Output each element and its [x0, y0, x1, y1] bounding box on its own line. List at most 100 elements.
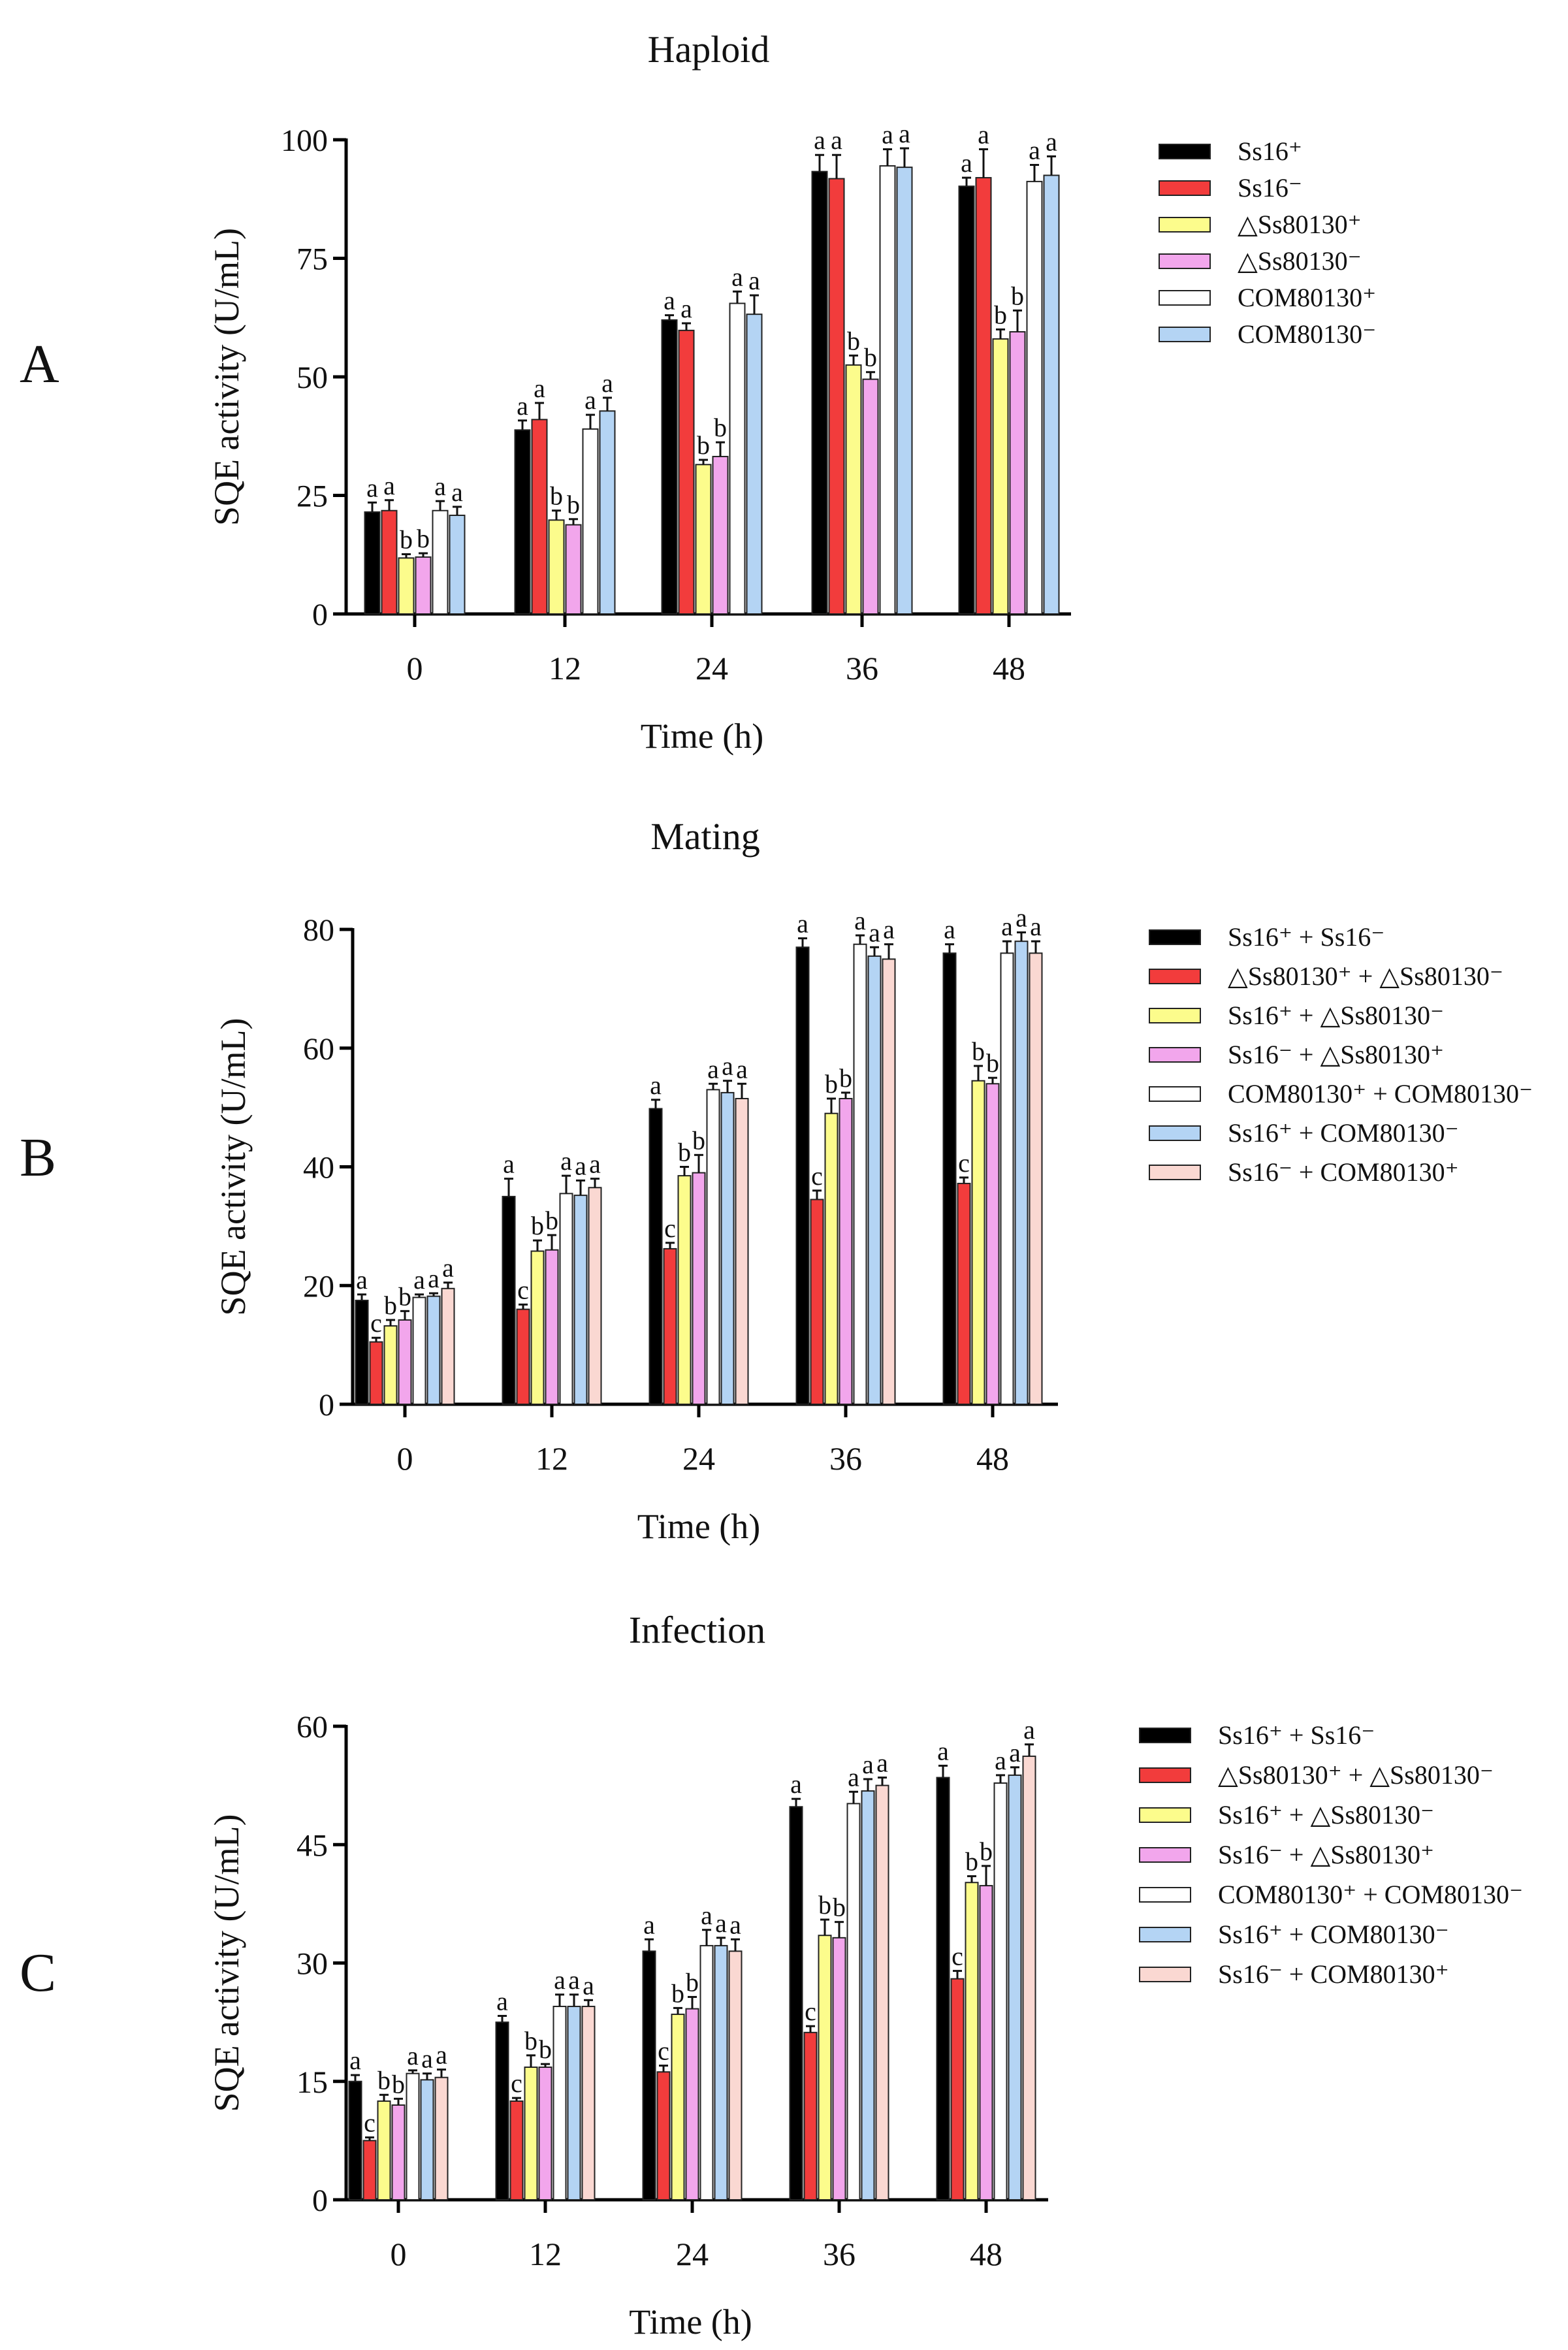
bar [942, 952, 957, 1405]
bar [531, 419, 548, 615]
significance-letter: b [692, 1125, 705, 1155]
x-tick-label: 0 [397, 1440, 413, 1477]
significance-letter: a [862, 1750, 874, 1779]
significance-letter: b [986, 1048, 999, 1078]
significance-letter: a [1030, 912, 1042, 941]
bar [398, 557, 415, 615]
significance-letter: b [994, 300, 1007, 329]
bar [449, 514, 466, 615]
significance-letter: a [854, 906, 866, 935]
significance-letter: b [818, 1890, 831, 1920]
bar [434, 2076, 449, 2200]
bar [588, 1187, 602, 1406]
significance-letter: b [567, 490, 580, 519]
significance-letter: a [560, 1146, 572, 1176]
significance-letter: b [825, 1069, 838, 1099]
bar [348, 2080, 362, 2200]
significance-letter: a [503, 1150, 515, 1179]
significance-letter: a [701, 1901, 712, 1930]
significance-letter: b [377, 2065, 391, 2095]
bar [1014, 941, 1029, 1406]
significance-letter: a [366, 473, 378, 502]
bar [875, 1784, 889, 2200]
significance-letter: b [714, 413, 727, 442]
bar [699, 1944, 714, 2201]
y-tick-label: 80 [303, 913, 334, 948]
x-axis-title: Time (h) [637, 1507, 761, 1546]
significance-letter: a [436, 2040, 447, 2070]
y-tick-label: 40 [303, 1151, 334, 1185]
legend-label: Ss16⁻ + △Ss80130⁺ [1218, 1840, 1434, 1869]
bar [803, 2031, 818, 2200]
significance-letter: a [729, 1910, 741, 1939]
significance-letter: a [383, 471, 395, 500]
significance-letter: a [1029, 135, 1040, 165]
y-tick-label: 0 [312, 598, 328, 632]
significance-letter: b [980, 1837, 993, 1866]
bar [936, 1777, 950, 2201]
bar [971, 1080, 985, 1405]
significance-letter: c [811, 1161, 823, 1191]
significance-letter: b [678, 1138, 691, 1167]
panel-letter: C [20, 1942, 56, 2003]
significance-letter: a [790, 1769, 802, 1799]
bar [695, 464, 712, 615]
bar [545, 1249, 559, 1405]
legend-label: △Ss80130⁺ [1238, 210, 1362, 239]
bar [735, 1097, 749, 1406]
significance-letter: a [451, 477, 463, 507]
significance-letter: a [601, 368, 613, 398]
legend-swatch [1139, 1807, 1191, 1823]
legend-swatch [1159, 253, 1211, 269]
legend-label: Ss16⁻ + COM80130⁺ [1228, 1157, 1459, 1187]
bar [377, 2100, 391, 2200]
significance-letter: b [545, 1206, 558, 1235]
x-tick-label: 24 [682, 1440, 715, 1477]
legend-swatch [1159, 180, 1211, 196]
significance-letter: a [731, 262, 743, 291]
bar [846, 1803, 861, 2201]
bar [524, 2067, 538, 2200]
legend-swatch [1149, 1125, 1201, 1141]
bar [839, 1097, 853, 1406]
legend-swatch [1139, 1847, 1191, 1863]
bar [426, 1295, 441, 1406]
y-tick-label: 60 [296, 1710, 328, 1745]
significance-letter: a [899, 119, 910, 148]
legend-label: COM80130⁺ + COM80130⁻ [1218, 1880, 1523, 1909]
significance-letter: a [428, 1264, 440, 1293]
legend-swatch [1139, 1767, 1191, 1783]
y-tick-label: 20 [303, 1269, 334, 1304]
bar [818, 1935, 832, 2200]
bar [867, 955, 882, 1406]
significance-letter: a [882, 120, 893, 150]
significance-letter: b [864, 343, 877, 372]
significance-letter: c [952, 1942, 963, 1971]
x-tick-label: 36 [829, 1440, 862, 1477]
legend-swatch [1149, 1008, 1201, 1023]
y-tick-label: 45 [296, 1828, 328, 1863]
bar [364, 511, 381, 615]
legend-label: △Ss80130⁺ + △Ss80130⁻ [1218, 1760, 1494, 1790]
significance-letter: c [511, 2068, 522, 2098]
legend-label: Ss16⁺ + COM80130⁻ [1228, 1118, 1459, 1148]
bar [1029, 952, 1043, 1405]
panel-c-infection: C Infection 0 15 30 45 60 SQE activity (U/mL) Ti… [20, 1609, 1523, 2342]
bar [559, 1193, 573, 1406]
significance-letter: c [370, 1308, 382, 1338]
y-tick-label: 0 [312, 2183, 328, 2218]
significance-letter: a [883, 915, 895, 944]
bar [706, 1089, 720, 1406]
x-axis-title: Time (h) [629, 2302, 752, 2342]
significance-letter: a [434, 472, 446, 501]
panel-letter: A [20, 334, 59, 394]
bar [656, 2071, 671, 2200]
bar [862, 378, 879, 615]
significance-letter: a [944, 915, 955, 944]
y-tick-label: 75 [296, 242, 328, 277]
bar [398, 1319, 412, 1406]
bar [1026, 180, 1043, 615]
bar [573, 1195, 588, 1405]
significance-letter: a [1023, 1715, 1035, 1745]
bar [509, 2100, 524, 2200]
